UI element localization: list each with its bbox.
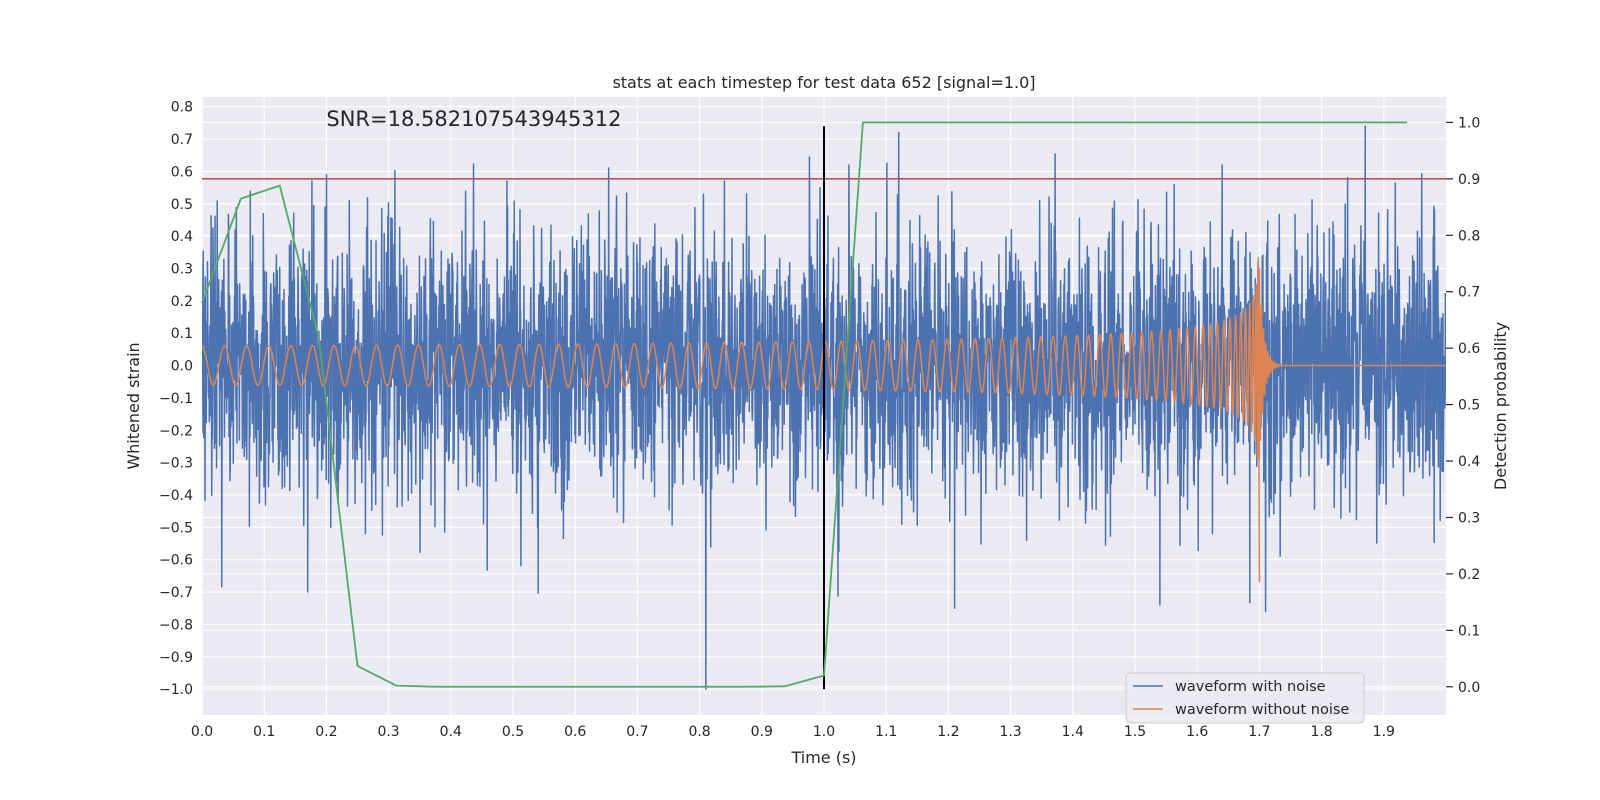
x-tick-label: 0.3 xyxy=(377,724,399,740)
x-tick-label: 1.3 xyxy=(999,724,1021,740)
legend: waveform with noise waveform without noi… xyxy=(1125,672,1365,724)
y-tick-label: −0.1 xyxy=(159,391,193,407)
y-tick-label: −0.6 xyxy=(159,553,193,569)
y-tick-label: −0.4 xyxy=(159,488,193,504)
y-tick-label: −0.7 xyxy=(159,585,193,601)
y-tick-label: 0.5 xyxy=(171,197,193,213)
y2-tick-label: 0.4 xyxy=(1458,454,1480,470)
y2-tick-label: 0.3 xyxy=(1458,510,1480,526)
x-tick-label: 1.4 xyxy=(1062,724,1084,740)
y2-tick-label: 0.8 xyxy=(1458,228,1480,244)
y-tick-label: −0.2 xyxy=(159,423,193,439)
y-tick-label: 0.8 xyxy=(171,100,193,116)
y2-tick-label: 0.2 xyxy=(1458,567,1480,583)
x-tick-label: 1.2 xyxy=(937,724,959,740)
y-axis-label: Whitened strain xyxy=(124,342,143,469)
x-tick-label: 0.7 xyxy=(626,724,648,740)
x-tick-label: 0.5 xyxy=(502,724,524,740)
x-tick-label: 1.5 xyxy=(1124,724,1146,740)
x-tick-label: 1.9 xyxy=(1373,724,1395,740)
y2-tick-label: 0.0 xyxy=(1458,680,1480,696)
y-tick-label: 0.6 xyxy=(171,164,193,180)
legend-label-noise: waveform with noise xyxy=(1175,679,1326,695)
chart-title: stats at each timestep for test data 652… xyxy=(612,73,1035,92)
x-tick-label: 1.6 xyxy=(1186,724,1208,740)
y2-tick-label: 0.7 xyxy=(1458,285,1480,301)
y2-tick-label: 1.0 xyxy=(1458,115,1480,131)
y-tick-label: −0.8 xyxy=(159,617,193,633)
y-tick-label: −0.9 xyxy=(159,650,193,666)
snr-annotation: SNR=18.582107543945312 xyxy=(326,107,621,131)
x-tick-label: 1.0 xyxy=(813,724,835,740)
x-tick-label: 1.8 xyxy=(1310,724,1332,740)
y-tick-label: 0.1 xyxy=(171,326,193,342)
y-tick-label: 0.7 xyxy=(171,132,193,148)
x-axis-label: Time (s) xyxy=(790,748,856,767)
y-tick-label: 0.4 xyxy=(171,229,193,245)
x-tick-label: 0.1 xyxy=(253,724,275,740)
y-tick-label: 0.3 xyxy=(171,261,193,277)
y2-axis-ticks: 1.0 0.9 0.8 0.7 0.6 0.5 0.4 0.3 0.2 0.1 0.0 xyxy=(1446,115,1480,696)
x-tick-label: 0.6 xyxy=(564,724,586,740)
x-tick-label: 0.0 xyxy=(191,724,213,740)
y-tick-label: −0.5 xyxy=(159,520,193,536)
legend-label-signal: waveform without noise xyxy=(1175,702,1349,718)
x-tick-label: 0.9 xyxy=(751,724,773,740)
y-tick-label: 0.0 xyxy=(171,359,193,375)
y-axis-ticks: 0.8 0.7 0.6 0.5 0.4 0.3 0.2 0.1 0.0 −0.1 −0.2 −0.3 −… xyxy=(159,100,193,698)
x-tick-label: 0.8 xyxy=(688,724,710,740)
x-tick-label: 0.4 xyxy=(440,724,462,740)
legend-box xyxy=(1125,672,1365,724)
x-tick-label: 1.1 xyxy=(875,724,897,740)
y2-tick-label: 0.6 xyxy=(1458,341,1480,357)
y-tick-label: 0.2 xyxy=(171,294,193,310)
series-detection-probability xyxy=(201,121,1408,688)
y2-axis-label: Detection probability xyxy=(1491,322,1510,490)
y2-tick-label: 0.1 xyxy=(1458,623,1480,639)
y-tick-label: −1.0 xyxy=(159,682,193,698)
x-tick-label: 0.2 xyxy=(315,724,337,740)
x-axis-ticks: 0.0 0.1 0.2 0.3 0.4 0.5 0.6 0.7 0.8 0.9 1.0 1.1 1.2 1… xyxy=(191,724,1395,740)
y2-tick-label: 0.9 xyxy=(1458,172,1480,188)
y-tick-label: −0.3 xyxy=(159,456,193,472)
x-tick-label: 1.7 xyxy=(1248,724,1270,740)
y2-tick-label: 0.5 xyxy=(1458,398,1480,414)
